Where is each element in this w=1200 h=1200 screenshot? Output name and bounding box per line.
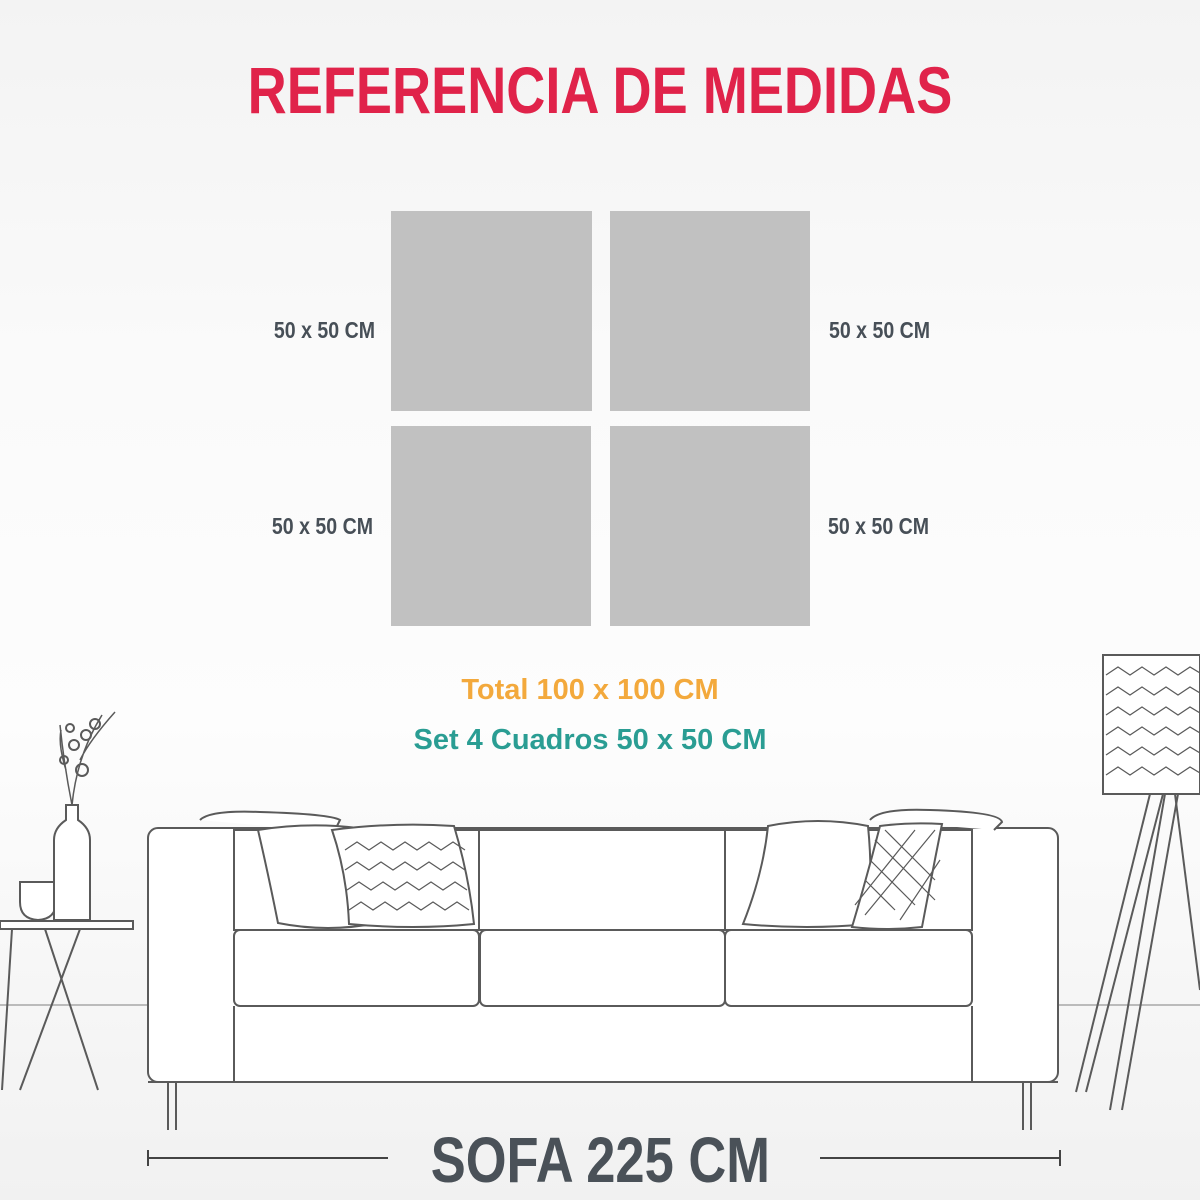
panel-label-top-left: 50 x 50 CM <box>273 317 375 343</box>
panel-top-right <box>610 211 810 411</box>
panel-label-bottom-right: 50 x 50 CM <box>828 513 930 539</box>
page-title: REFERENCIA DE MEDIDAS <box>247 53 953 127</box>
side-table <box>0 711 134 1091</box>
panel-label-top-right: 50 x 50 CM <box>829 317 931 343</box>
floor-lamp <box>1075 654 1200 1111</box>
set-description-text: Set 4 Cuadros 50 x 50 CM <box>413 724 767 756</box>
panel-top-left <box>391 211 592 411</box>
panel-label-bottom-left: 50 x 50 CM <box>271 513 373 539</box>
sofa-size-label: SOFA 225 CM <box>430 1124 770 1196</box>
sofa-dimension-line <box>147 1150 1061 1166</box>
sofa <box>147 808 1059 1130</box>
panel-bottom-right <box>610 426 810 626</box>
panel-bottom-left <box>391 426 591 626</box>
total-size-text: Total 100 x 100 CM <box>461 674 719 706</box>
